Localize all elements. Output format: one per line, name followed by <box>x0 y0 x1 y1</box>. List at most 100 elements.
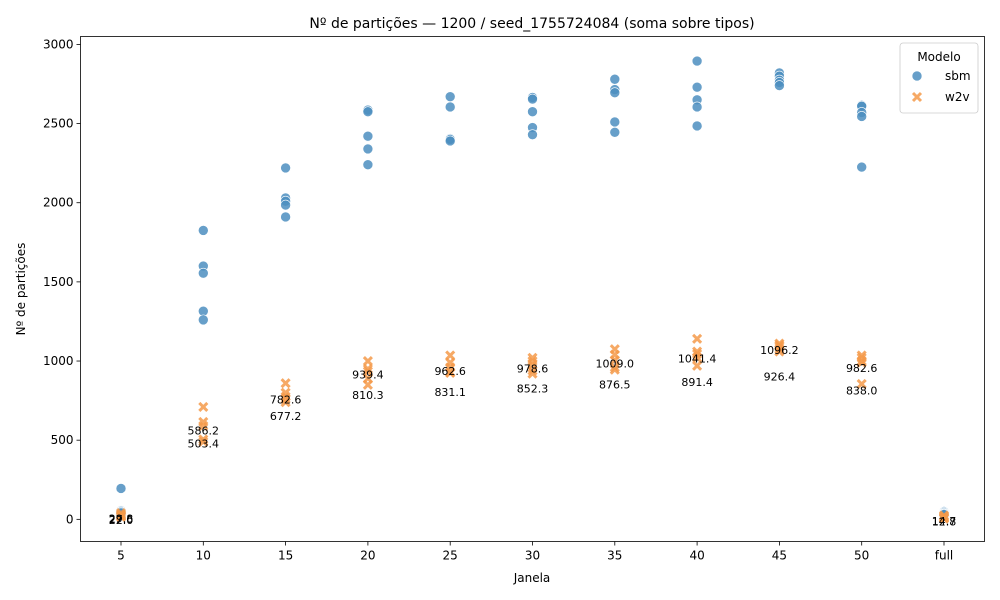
w2v-point <box>527 368 538 379</box>
data-label: 503.4 <box>188 438 220 451</box>
y-tick-label: 2000 <box>43 196 74 210</box>
sbm-point <box>444 135 456 147</box>
x-tick-label: 15 <box>278 549 293 563</box>
y-axis-label: Nº de partições <box>14 243 28 336</box>
legend: Modelo sbm w2v <box>899 42 979 114</box>
y-axis: 0 500 1000 1500 2000 2500 3000 <box>43 37 81 526</box>
data-points <box>115 55 950 524</box>
x-tick-label: 5 <box>117 549 125 563</box>
data-label: 782.6 <box>270 393 302 406</box>
data-label: 838.0 <box>846 385 878 398</box>
w2v-point <box>527 365 538 376</box>
data-label: 1096.2 <box>760 344 799 357</box>
sbm-point <box>198 267 209 279</box>
x-tick-label: full <box>935 549 954 563</box>
data-label: 1041.4 <box>678 352 717 365</box>
sbm-point <box>609 126 621 138</box>
y-tick-label: 1000 <box>43 354 74 368</box>
data-label: 677.2 <box>270 410 302 423</box>
chart-title: Nº de partições — 1200 / seed_1755724084… <box>309 16 754 32</box>
sbm-point <box>609 73 621 85</box>
data-label: 810.3 <box>352 389 384 402</box>
data-label: 982.6 <box>846 362 878 375</box>
data-label: 926.4 <box>764 371 796 384</box>
w2v-point <box>609 364 620 375</box>
w2v-point <box>609 362 620 373</box>
x-tick-label: 40 <box>689 549 704 563</box>
y-tick-label: 1500 <box>43 275 74 289</box>
y-tick-label: 2500 <box>43 117 74 131</box>
sbm-point <box>198 314 209 326</box>
legend-title: Modelo <box>917 50 960 64</box>
w2v-point <box>445 367 456 378</box>
data-label: 831.1 <box>434 386 466 399</box>
data-label: 852.3 <box>517 382 549 395</box>
sbm-point <box>444 91 456 102</box>
w2v-point <box>198 401 209 412</box>
w2v-point <box>198 436 209 447</box>
y-tick-label: 500 <box>51 433 74 447</box>
w2v-point <box>692 352 703 363</box>
sbm-point <box>527 106 538 117</box>
w2v-point <box>362 363 373 375</box>
y-tick-label: 3000 <box>43 37 74 51</box>
sbm-point <box>115 483 127 494</box>
x-tick-label: 30 <box>525 549 540 563</box>
w2v-point <box>774 346 785 357</box>
data-label: 27.6 <box>109 513 134 526</box>
sbm-point <box>691 120 703 132</box>
x-tick-label: 45 <box>772 549 787 563</box>
w2v-point <box>198 434 209 445</box>
sbm-point <box>691 81 703 93</box>
sbm-point <box>362 130 374 142</box>
w2v-point <box>198 420 209 431</box>
x-axis-label: Janela <box>513 571 551 585</box>
w2v-point <box>856 357 867 368</box>
sbm-point <box>609 87 621 98</box>
w2v-point <box>280 393 291 405</box>
w2v-point <box>856 378 867 390</box>
data-label: 1009.0 <box>596 358 635 371</box>
sbm-point <box>280 162 291 174</box>
w2v-point <box>280 397 291 408</box>
x-tick-label: 35 <box>607 549 622 563</box>
legend-label-w2v: w2v <box>945 90 970 104</box>
sbm-point <box>691 55 703 67</box>
sbm-point <box>198 225 209 236</box>
sbm-point <box>280 211 291 223</box>
x-tick-label: 20 <box>360 549 375 563</box>
x-axis: 5 10 15 20 25 30 35 40 45 50 full <box>117 541 954 563</box>
sbm-point <box>362 143 374 155</box>
x-tick-label: 50 <box>854 549 869 563</box>
data-label: 14.7 <box>932 515 957 528</box>
x-tick-label: 25 <box>443 549 458 563</box>
legend-label-sbm: sbm <box>945 69 971 83</box>
w2v-point <box>692 333 703 344</box>
legend-marker-sbm <box>911 70 923 82</box>
sbm-point <box>444 101 456 113</box>
w2v-point <box>692 360 703 371</box>
sbm-point <box>856 111 868 122</box>
sbm-point <box>280 199 291 211</box>
w2v-point <box>362 379 373 390</box>
x-tick-label: 10 <box>196 549 211 563</box>
data-label: 12.8 <box>932 515 957 528</box>
data-label: 876.5 <box>599 379 631 392</box>
legend-marker-w2v <box>911 91 923 103</box>
data-label: 939.4 <box>352 369 384 382</box>
sbm-point <box>527 93 538 105</box>
sbm-point <box>774 80 785 91</box>
w2v-point <box>280 378 291 389</box>
data-label: 29.8 <box>109 513 134 526</box>
sbm-point <box>362 159 374 171</box>
sbm-point <box>856 161 868 173</box>
sbm-point <box>691 101 703 113</box>
w2v-point <box>115 511 127 523</box>
sbm-point <box>609 116 621 128</box>
data-label: 891.4 <box>681 376 713 389</box>
y-tick-label: 0 <box>66 512 74 526</box>
data-label: 586.2 <box>188 425 220 438</box>
sbm-point <box>527 129 538 140</box>
